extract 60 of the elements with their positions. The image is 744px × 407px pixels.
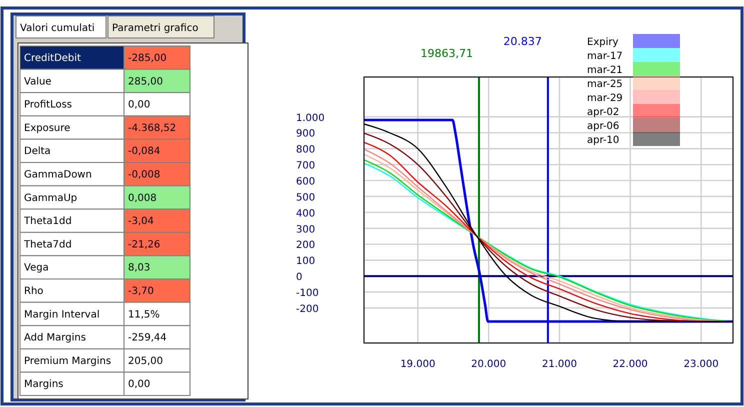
category-label: Theta7dd [24,239,72,250]
category-label: Premium Margins [24,356,112,367]
text: 0,00 [128,379,150,390]
text: -259,44 [128,332,167,344]
text: 285,00 [128,76,163,88]
category-label: GammaDown [24,170,92,180]
y-tick-label: 700 [296,160,316,172]
text: 0,00 [128,100,150,111]
category-label: Theta1dd [24,216,72,228]
ref-line-label: 19863,71 [420,47,473,60]
legend-label: apr-02 [587,107,620,118]
text: Valori cumulati [20,23,95,34]
text: -0,008 [128,170,160,180]
x-tick-label: 19.000 [400,359,436,370]
text: Parametri grafico [112,23,198,34]
x-tick-label: 21.000 [542,359,577,370]
x-tick-label: 22.000 [612,359,648,370]
text: 0,008 [128,192,157,204]
y-tick-label: 200 [296,240,316,252]
y-tick-label: 300 [296,224,316,236]
legend-label: mar-17 [587,51,623,62]
ref-line-label: 20.837 [503,35,542,48]
legend-label: Expiry [587,37,618,48]
text: -3,04 [128,216,154,228]
text: -285,00 [128,53,167,64]
y-tick-label: -200 [296,304,319,315]
text: 8,03 [128,262,150,274]
y-tick-label: 100 [296,256,316,268]
y-tick-label: 900 [296,128,316,140]
category-label: GammaUp [24,192,78,204]
y-tick-label: 600 [296,176,316,188]
text: -0,084 [128,146,160,158]
category-label: Exposure [24,122,70,134]
legend-label: apr-10 [587,135,620,146]
category-label: ProfitLoss [24,100,72,111]
legend-label: mar-25 [587,79,623,90]
legend-label: mar-21 [587,65,623,76]
category-label: Add Margins [24,332,86,344]
legend-label: mar-29 [587,93,623,104]
category-label: Margins [24,379,64,390]
text: -4.368,52 [128,122,176,134]
legend-label: apr-06 [587,121,620,132]
category-label: Value [24,76,52,88]
y-tick-label: 400 [296,208,316,220]
y-tick-label: -100 [296,288,319,300]
x-tick-label: 20.000 [471,359,506,370]
category-label: Delta [24,146,51,158]
text: -21,26 [128,239,160,250]
text: 11,5% [128,309,160,320]
text: -3,70 [128,286,154,297]
x-tick-label: 23.000 [684,359,719,370]
category-label: Vega [24,262,49,274]
category-label: Margin Interval [24,309,100,320]
y-tick-label: 500 [296,192,316,204]
y-tick-label: 0 [296,272,302,284]
y-tick-label: 800 [296,144,316,156]
y-tick-label: 1.000 [296,112,325,124]
category-label: Rho [24,286,44,297]
category-label: CreditDebit [24,53,81,64]
text: 205,00 [128,356,163,367]
